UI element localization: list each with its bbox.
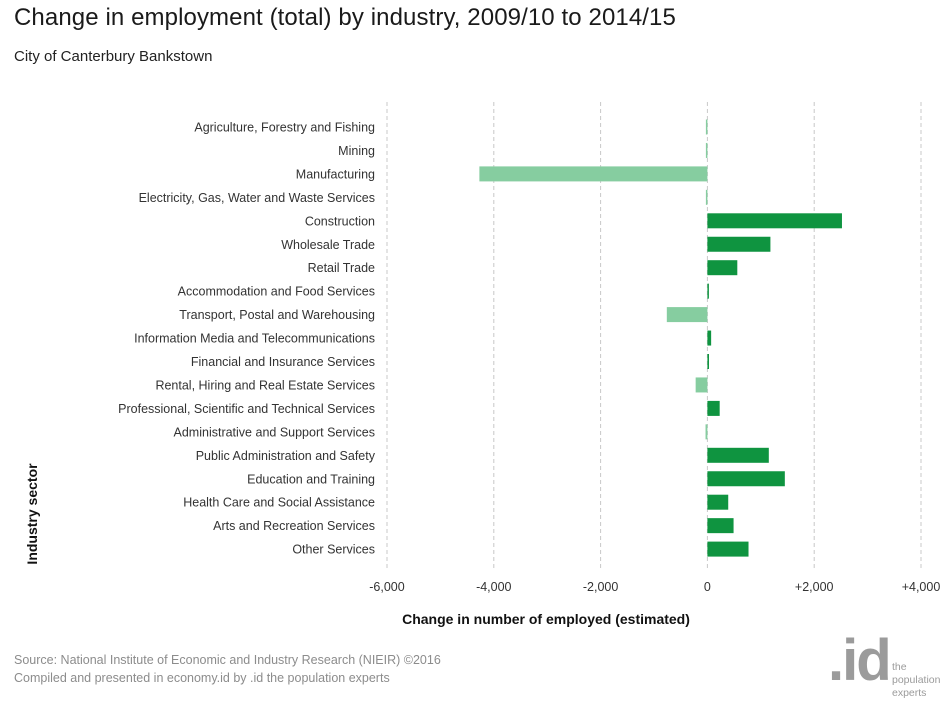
x-tick-label: -2,000 [583, 580, 618, 594]
logo-text-the: the [892, 661, 907, 673]
bar [707, 213, 842, 229]
bar [707, 400, 720, 416]
source-note: Source: National Institute of Economic a… [14, 653, 441, 667]
x-axis-title: Change in number of employed (estimated) [402, 611, 690, 627]
bar [707, 541, 749, 557]
bar [705, 424, 708, 440]
x-tick-label: -4,000 [476, 580, 511, 594]
category-label: Other Services [292, 543, 375, 557]
bar [707, 236, 771, 252]
chart-subtitle: City of Canterbury Bankstown [14, 48, 213, 65]
category-label: Electricity, Gas, Water and Waste Servic… [139, 191, 375, 205]
bar [707, 260, 738, 276]
compiled-note: Compiled and presented in economy.id by … [14, 671, 390, 685]
bar [707, 354, 710, 369]
bar [666, 307, 708, 323]
category-label: Health Care and Social Assistance [183, 496, 375, 510]
bar [705, 142, 708, 158]
category-label: Professional, Scientific and Technical S… [118, 402, 375, 416]
category-label: Arts and Recreation Services [213, 519, 375, 533]
category-label: Transport, Postal and Warehousing [179, 308, 375, 322]
logo-text-population: population [892, 674, 941, 686]
logo-text-experts: experts [892, 687, 927, 699]
category-label: Public Administration and Safety [196, 449, 376, 463]
bar [707, 471, 785, 487]
category-label: Manufacturing [296, 167, 375, 181]
y-axis-title: Industry sector [24, 463, 40, 565]
bar [707, 447, 769, 463]
category-label: Wholesale Trade [281, 238, 375, 252]
x-tick-label: -6,000 [369, 580, 404, 594]
chart-title: Change in employment (total) by industry… [14, 4, 676, 31]
bar [479, 166, 708, 182]
x-tick-labels: -6,000 -4,000 -2,000 0 +2,000 +4,000 [369, 580, 940, 594]
category-label: Construction [305, 214, 375, 228]
logo-mark: .id [828, 628, 892, 693]
category-label: Financial and Insurance Services [191, 355, 375, 369]
x-tick-label: +2,000 [795, 580, 834, 594]
category-label: Agriculture, Forestry and Fishing [194, 121, 375, 135]
bar [707, 330, 712, 346]
bar [705, 189, 708, 205]
bar [695, 377, 708, 393]
bar [707, 518, 734, 534]
category-label: Retail Trade [308, 261, 375, 275]
category-labels: Agriculture, Forestry and Fishing Mining M… [118, 121, 376, 557]
bar [705, 119, 708, 135]
bar [707, 494, 729, 510]
id-logo: .id the population experts [828, 632, 944, 702]
x-tick-label: +4,000 [902, 580, 941, 594]
x-tick-label: 0 [704, 580, 711, 594]
category-label: Administrative and Support Services [174, 425, 375, 439]
category-label: Rental, Hiring and Real Estate Services [155, 378, 375, 392]
category-label: Mining [338, 144, 375, 158]
bars [479, 119, 842, 557]
bar [707, 283, 709, 299]
grid-lines [386, 102, 922, 568]
category-label: Information Media and Telecommunications [134, 332, 375, 346]
category-label: Accommodation and Food Services [178, 285, 375, 299]
category-label: Education and Training [247, 472, 375, 486]
